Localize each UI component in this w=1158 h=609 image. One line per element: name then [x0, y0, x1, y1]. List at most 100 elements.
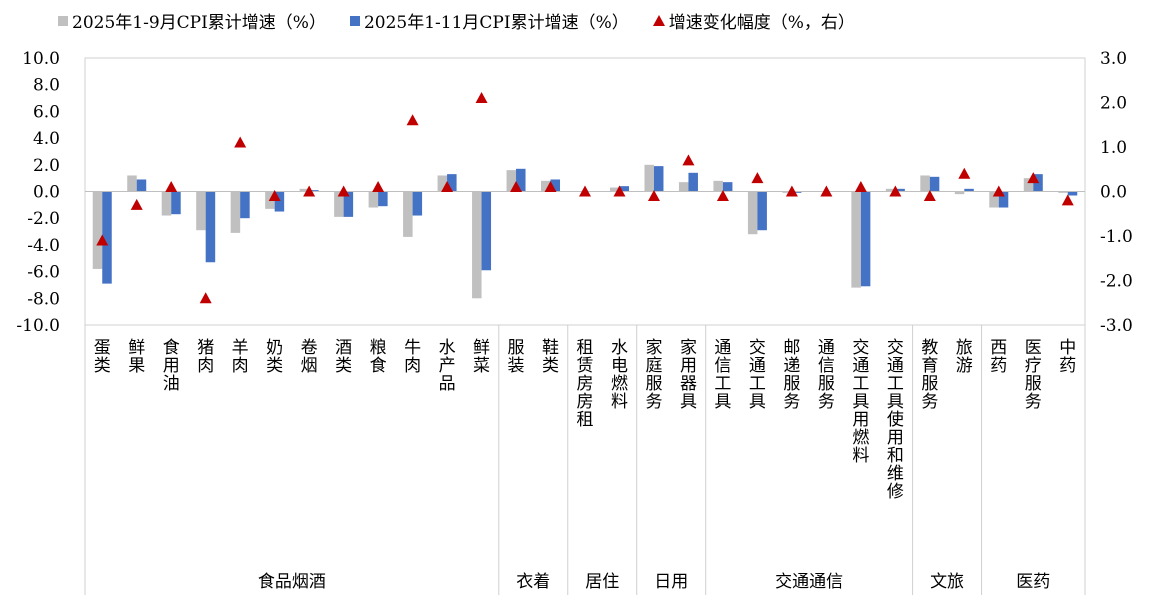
marker-series-3	[1027, 172, 1040, 184]
y-left-tick-label: -2.0	[27, 209, 60, 229]
bar-series-2	[791, 191, 802, 193]
x-tick-label: 鲜菜	[473, 338, 490, 376]
x-tick-label: 西药	[990, 338, 1007, 376]
marker-series-3	[406, 114, 419, 126]
marker-series-3	[854, 181, 867, 193]
x-tick-label: 食用油	[163, 338, 180, 394]
bar-series-1	[920, 175, 930, 192]
marker-series-3	[441, 181, 454, 193]
group-label: 衣着	[516, 572, 550, 592]
bar-series-1	[196, 191, 206, 231]
group-label: 日用	[654, 572, 688, 592]
y-left-tick-label: 10.0	[22, 49, 60, 69]
bar-series-2	[929, 176, 940, 192]
bar-series-2	[205, 191, 216, 263]
bar-series-2	[136, 179, 147, 192]
bar-series-1	[782, 191, 792, 193]
bar-series-2	[895, 188, 905, 192]
bar-series-2	[688, 172, 698, 192]
group-label: 医药	[1016, 572, 1050, 592]
y-right-tick-label: -3.0	[1100, 316, 1133, 336]
y-right-tick-label: 3.0	[1100, 49, 1127, 69]
x-tick-label: 羊肉	[232, 338, 249, 376]
y-left-tick-label: -4.0	[27, 236, 60, 256]
bar-series-2	[447, 174, 457, 192]
marker-series-3	[647, 189, 660, 201]
x-tick-label: 交通工具用燃料	[852, 338, 869, 466]
bar-series-1	[1023, 178, 1034, 192]
bar-series-2	[343, 191, 354, 217]
bar-series-1	[541, 180, 551, 192]
marker-series-3	[1061, 194, 1074, 206]
bar-series-1	[713, 180, 723, 192]
bar-series-2	[619, 186, 629, 192]
x-tick-label: 通信服务	[818, 338, 835, 412]
x-tick-label: 鞋类	[542, 338, 559, 376]
bar-series-2	[1067, 191, 1078, 196]
marker-series-3	[992, 185, 1005, 197]
x-tick-label: 猪肉	[197, 338, 214, 376]
marker-series-3	[165, 181, 178, 193]
bar-series-1	[1058, 191, 1068, 193]
legend-swatch-s1	[58, 15, 68, 26]
x-tick-label: 租赁房房租	[577, 338, 594, 430]
x-tick-label: 家庭服务	[645, 338, 662, 412]
x-tick-label: 通信工具	[714, 338, 731, 412]
bar-series-2	[550, 179, 561, 192]
marker-series-3	[613, 185, 626, 197]
bar-series-2	[964, 188, 974, 192]
marker-series-3	[303, 185, 316, 197]
y-right-tick-label: 0.0	[1100, 183, 1127, 203]
marker-series-3	[199, 292, 212, 304]
marker-series-3	[544, 181, 557, 193]
bar-series-1	[472, 191, 482, 299]
marker-series-3	[268, 189, 281, 201]
y-left-tick-label: -8.0	[27, 289, 60, 309]
legend: 2025年1-9月CPI累计增速（%） 2025年1-11月CPI累计增速（%）…	[58, 8, 855, 33]
marker-series-3	[785, 185, 798, 197]
bar-series-2	[516, 168, 526, 192]
group-label: 居住	[585, 572, 619, 592]
x-tick-label: 蛋类	[94, 338, 111, 376]
y-left-tick-label: 4.0	[33, 129, 60, 149]
bar-series-2	[171, 191, 181, 215]
x-tick-label: 酒类	[335, 338, 352, 376]
marker-series-3	[372, 181, 385, 193]
x-tick-label: 教育服务	[921, 338, 938, 412]
x-tick-label: 水产品	[439, 338, 456, 394]
bar-series-2	[309, 190, 319, 192]
group-label: 交通通信	[775, 572, 843, 592]
bar-series-2	[860, 191, 871, 287]
marker-series-3	[923, 189, 936, 201]
bar-series-1	[885, 188, 896, 192]
bar-series-1	[989, 191, 999, 208]
marker-series-3	[958, 167, 971, 179]
legend-label-s1: 2025年1-9月CPI累计增速（%）	[72, 13, 326, 33]
bar-series-1	[609, 187, 620, 192]
bar-series-2	[722, 182, 733, 192]
y-left-tick-label: -10.0	[16, 316, 60, 336]
y-left-tick-label: 2.0	[33, 156, 60, 176]
marker-series-3	[889, 185, 902, 197]
bar-series-1	[437, 175, 448, 192]
x-tick-label: 中药	[1059, 338, 1076, 376]
marker-series-3	[337, 185, 350, 197]
bar-series-2	[998, 191, 1009, 208]
marker-series-3	[682, 154, 695, 166]
bar-series-1	[403, 191, 413, 237]
x-tick-label: 鲜果	[128, 338, 145, 376]
marker-series-3	[130, 198, 143, 210]
legend-label-s3: 增速变化幅度（%，右）	[668, 13, 855, 33]
y-right-tick-label: -2.0	[1100, 272, 1133, 292]
x-tick-label: 邮递服务	[783, 338, 800, 412]
bar-series-1	[954, 191, 965, 195]
bar-series-1	[92, 191, 103, 269]
legend-swatch-s3	[652, 15, 665, 26]
y-right-tick-label: 2.0	[1100, 94, 1127, 114]
bar-series-2	[240, 191, 250, 219]
x-tick-label: 交通工具使用和维修	[887, 338, 904, 502]
marker-series-3	[96, 234, 109, 246]
legend-item-s3: 增速变化幅度（%，右）	[652, 8, 855, 33]
bar-series-1	[851, 191, 861, 288]
